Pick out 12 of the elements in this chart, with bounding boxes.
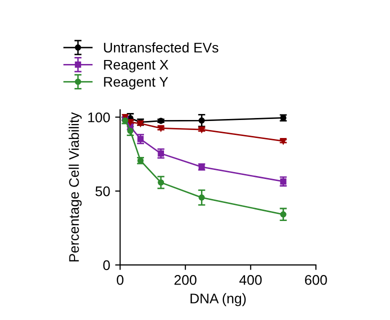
- y-axis-title: Percentage Cell Viability: [68, 112, 82, 262]
- x-tick-label: 200: [174, 275, 196, 285]
- y-tick-label: 0: [103, 260, 110, 270]
- legend-label: Untransfected EVs: [104, 42, 218, 53]
- legend-label: Reagent Y: [104, 77, 168, 90]
- legend-label: Reagent X: [104, 60, 168, 72]
- x-axis-title: DNA (ng): [190, 293, 246, 306]
- x-tick-label: 400: [239, 275, 262, 285]
- y-tick-label: 50: [96, 186, 110, 196]
- x-tick-label: 600: [305, 275, 327, 285]
- y-tick-label: 100: [88, 112, 110, 122]
- x-tick-label: 0: [116, 275, 124, 285]
